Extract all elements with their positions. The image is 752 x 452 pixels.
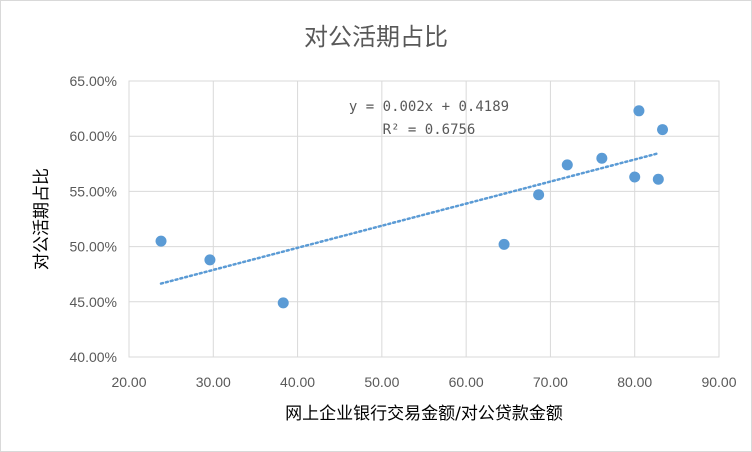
x-tick-label: 50.00 [364,374,399,390]
y-tick-label: 60.00% [70,128,117,144]
data-point [629,171,641,183]
data-point [498,238,510,250]
plot-area [128,80,720,358]
x-tick-label: 30.00 [196,374,231,390]
data-point [633,105,645,117]
y-tick-label: 45.00% [70,294,117,310]
y-tick-label: 40.00% [70,349,117,365]
data-point [561,159,573,171]
y-tick-label: 65.00% [70,73,117,89]
x-tick-label: 20.00 [111,374,146,390]
data-point [155,235,167,247]
x-tick-label: 60.00 [449,374,484,390]
data-point [652,173,664,185]
y-tick-label: 55.00% [70,183,117,199]
x-tick-label: 40.00 [280,374,315,390]
trendline [159,152,659,285]
y-axis-title: 对公活期占比 [32,168,52,270]
chart-title: 对公活期占比 [304,23,448,51]
trendline-equation: y = 0.002x + 0.4189 [349,99,509,115]
data-point [657,124,669,136]
data-point [204,254,216,266]
data-points [155,105,669,309]
x-tick-label: 70.00 [533,374,568,390]
data-point [277,297,289,309]
x-tick-label: 90.00 [701,374,736,390]
x-axis-title: 网上企业银行交易金额/对公贷款金额 [285,404,563,424]
x-tick-label: 80.00 [617,374,652,390]
data-point [596,152,608,164]
trendline-r2: R² = 0.6756 [383,122,476,138]
x-axis-ticks: 20.00 30.00 40.00 50.00 60.00 70.00 80.00 90.00 [111,374,736,390]
data-point [533,189,545,201]
y-axis-ticks: 40.00% 45.00% 50.00% 55.00% 60.00% 65.00% [70,73,117,365]
y-tick-label: 50.00% [70,239,117,255]
